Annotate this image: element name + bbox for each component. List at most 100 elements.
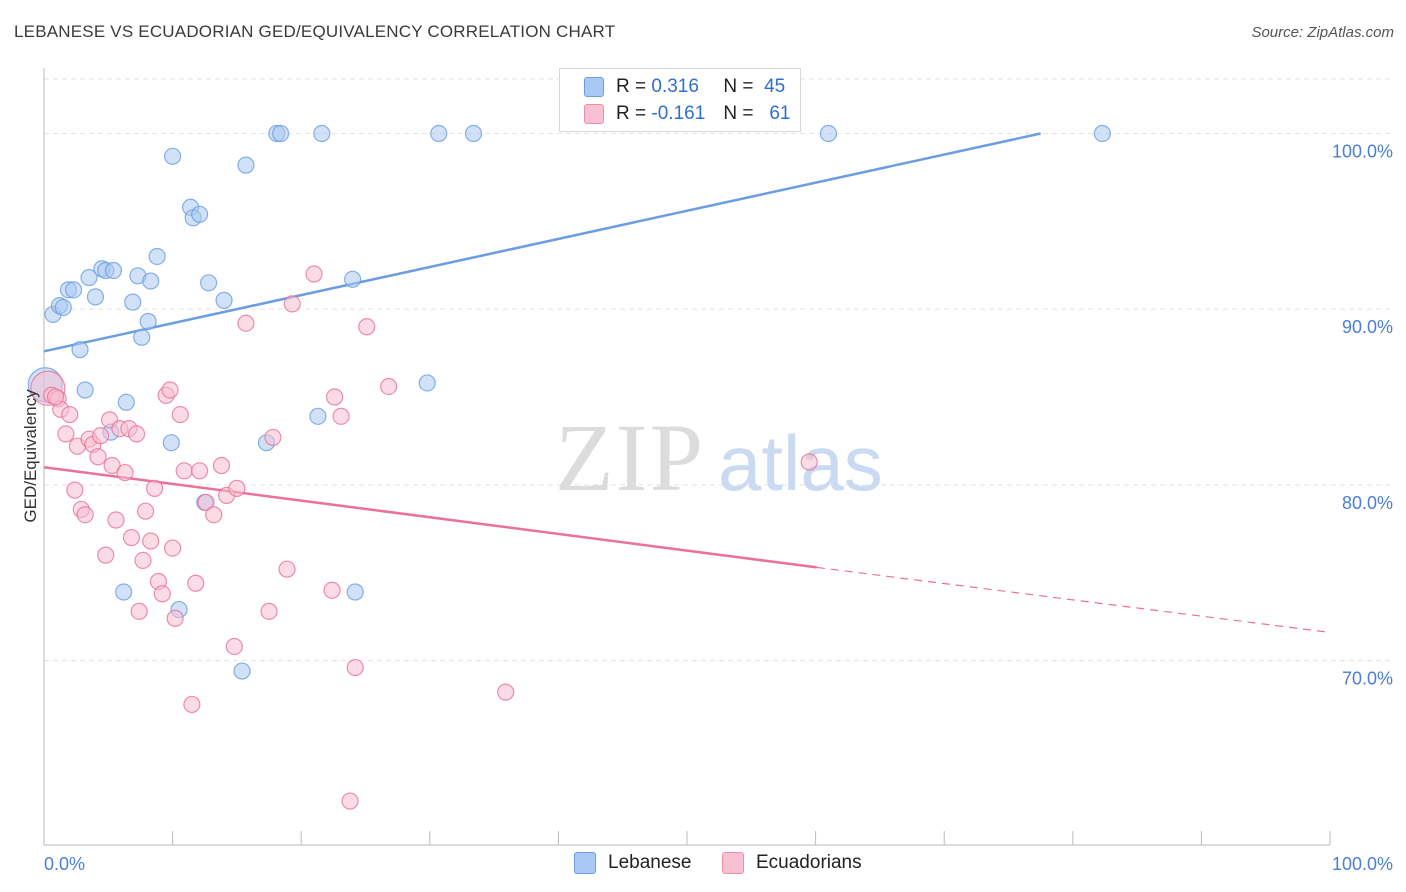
watermark-zip: ZIP [555, 404, 705, 511]
legend-swatch-ecuadorians [584, 104, 604, 124]
legend-n-value: 45 [764, 76, 786, 97]
data-points [27, 124, 1111, 810]
lebanese-point [464, 124, 483, 143]
ecuadorians-point [283, 295, 301, 313]
ecuadorians-point [142, 532, 160, 550]
legend-row-lebanese: R = 0.316 N = 45 [584, 75, 785, 99]
lebanese-point [191, 205, 209, 223]
ecuadorians-point [130, 602, 148, 620]
ecuadorians-point [116, 463, 134, 482]
ecuadorians-point [136, 502, 155, 520]
lebanese-point [124, 293, 142, 311]
lebanese-point [104, 261, 123, 280]
lebanese-point [115, 583, 133, 601]
ecuadorians-point [191, 462, 209, 480]
ecuadorians-point [166, 609, 184, 627]
legend-r-label: R = [616, 103, 647, 124]
y-tick-labels: 70.0% 80.0% 90.0% 100.0% [1332, 141, 1393, 688]
ecuadorians-point [161, 381, 179, 399]
ecuadorians-point [332, 407, 350, 425]
ecuadorians-point [341, 792, 359, 810]
lebanese-point [64, 281, 83, 299]
ecuadorians-point [380, 377, 398, 396]
watermark-atlas: atlas [718, 419, 883, 507]
lebanese-point [139, 312, 157, 331]
lebanese-point [148, 247, 166, 266]
legend-n-label: N = [723, 76, 754, 97]
ecuadorians-point [237, 314, 255, 332]
lebanese-point [80, 268, 98, 287]
lebanese-point [164, 147, 182, 165]
lebanese-point [430, 124, 448, 143]
ecuadorians-point [107, 511, 125, 529]
ecuadorians-point [323, 581, 341, 599]
y-tick-label: 100.0% [1332, 141, 1393, 161]
series-legend-lebanese[interactable]: Lebanese [574, 852, 691, 874]
series-legend: Lebanese Ecuadorians [0, 852, 1406, 878]
legend-r-value: -0.161 [651, 103, 706, 124]
lebanese-point [1093, 124, 1111, 143]
lebanese-point [233, 662, 251, 680]
lebanese-point [237, 156, 255, 174]
lebanese-point [418, 374, 436, 392]
lebanese-point [117, 393, 135, 411]
y-axis-title: GED/Equivalency [21, 389, 40, 523]
ecuadorians-point [278, 560, 296, 578]
lebanese-trend-line [43, 132, 1041, 353]
ecuadorians-point [61, 405, 79, 424]
lebanese-point [133, 328, 151, 346]
ecuadorians-point [57, 425, 75, 443]
ecuadorians-point [91, 427, 110, 445]
chart-title: LEBANESE VS ECUADORIAN GED/EQUIVALENCY C… [14, 22, 616, 41]
lebanese-point [71, 340, 89, 359]
ecuadorians-trend-extension [816, 566, 1331, 634]
ecuadorians-point [212, 456, 231, 475]
legend-n-label: N = [723, 103, 754, 124]
y-tick-label: 90.0% [1342, 317, 1393, 337]
lebanese-point [344, 270, 362, 288]
lebanese-point [272, 124, 290, 143]
legend-r-label: R = [616, 76, 647, 97]
ecuadorians-point [346, 658, 364, 677]
ecuadorians-point [175, 462, 193, 480]
ecuadorians-point [134, 551, 152, 569]
lebanese-point [313, 124, 331, 143]
lebanese-point [86, 288, 105, 306]
ecuadorians-point [225, 637, 243, 656]
lebanese-point [162, 434, 180, 452]
y-tick-label: 80.0% [1342, 493, 1393, 513]
lebanese-point [819, 124, 838, 143]
x-tick-label: 100.0% [1332, 854, 1393, 874]
lebanese-point [76, 381, 94, 399]
ecuadorians-point [89, 448, 107, 466]
ecuadorians-point [197, 493, 215, 512]
lebanese-point [142, 272, 160, 290]
legend-row-ecuadorians: R = -0.161 N = 61 [584, 102, 790, 126]
y-tick-label: 70.0% [1342, 669, 1393, 689]
ecuadorians-point [358, 318, 376, 336]
correlation-legend: R = 0.316 N = 45 R = -0.161 N = 61 [559, 68, 801, 132]
legend-r-value: 0.316 [651, 76, 699, 97]
x-tick-labels: 0.0% 100.0% [44, 854, 1393, 874]
axes [43, 68, 1331, 846]
ecuadorians-point [205, 506, 223, 524]
ecuadorians-point [326, 388, 344, 406]
ecuadorians-point [164, 539, 182, 557]
legend-n-value: 61 [769, 103, 791, 124]
lebanese-point [309, 407, 327, 425]
ecuadorians-swatch [722, 852, 744, 874]
ecuadorians-trend-line [43, 466, 818, 569]
ecuadorians-point [260, 602, 278, 620]
ecuadorians-point [264, 428, 282, 447]
trend-lines [43, 132, 1331, 634]
lebanese-point [200, 274, 218, 292]
ecuadorians-point [305, 265, 323, 283]
ecuadorians-point [145, 479, 164, 497]
ecuadorians-point [497, 683, 515, 701]
series-legend-ecuadorians[interactable]: Ecuadorians [722, 852, 862, 874]
ecuadorians-point [127, 425, 146, 443]
ecuadorians-point [97, 546, 115, 564]
legend-swatch-lebanese [584, 77, 604, 97]
ecuadorians-point [66, 481, 84, 499]
lebanese-point [54, 298, 72, 317]
